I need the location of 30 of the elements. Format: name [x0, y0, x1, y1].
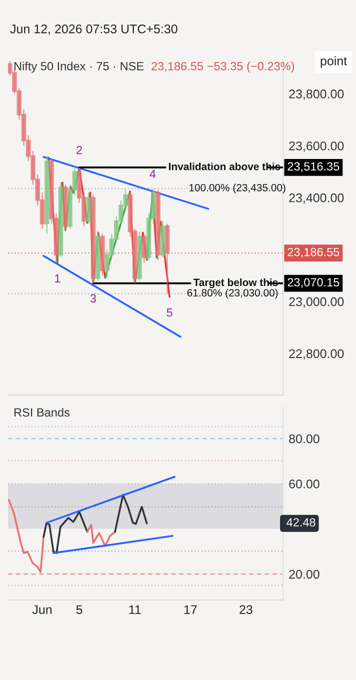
chart-subtitle: 23,186.55 −53.35 (−0.23%) [152, 62, 294, 73]
annotation: 100.00% (23,435.00) [189, 184, 286, 194]
y-tick-label: 23,800.00 [289, 90, 344, 100]
text: Jun 12, 2026 07:53 UTC+5:30 [10, 24, 178, 35]
annotation: 3 [90, 294, 96, 303]
x-tick-label: 5 [76, 605, 82, 614]
chart-title: Nifty 50 Index · 75 · NSE [14, 62, 144, 73]
y-tick-label: 23,600.00 [289, 142, 344, 152]
ref-line-label: 23,186.55 [288, 248, 340, 258]
annotation: 1 [55, 274, 60, 283]
text: 42.48 [286, 518, 316, 527]
text: point [320, 56, 348, 68]
x-tick-label: 11 [129, 605, 141, 614]
x-tick-label: 17 [184, 605, 197, 614]
x-tick-label: 23 [240, 605, 252, 614]
annotation: 4 [150, 170, 156, 178]
data-label: 23,070.15 [288, 278, 340, 288]
annotation: 61.80% (23,030.00) [187, 288, 278, 299]
y-tick-label: 23,000.00 [289, 297, 344, 308]
annotation: 2 [76, 146, 82, 154]
data-label: 23,516.35 [288, 162, 340, 172]
chart-title: RSI Bands [14, 408, 70, 417]
y-tick-label: 20.00 [289, 570, 320, 579]
y-tick-label: 22,800.00 [289, 349, 344, 360]
annotation: 5 [166, 308, 172, 317]
annotation: Target below this [193, 278, 278, 288]
y-tick-label: 60.00 [289, 480, 320, 488]
x-tick-label: Jun [32, 605, 52, 614]
y-tick-label: 23,400.00 [289, 193, 344, 204]
y-tick-label: 80.00 [289, 434, 320, 444]
